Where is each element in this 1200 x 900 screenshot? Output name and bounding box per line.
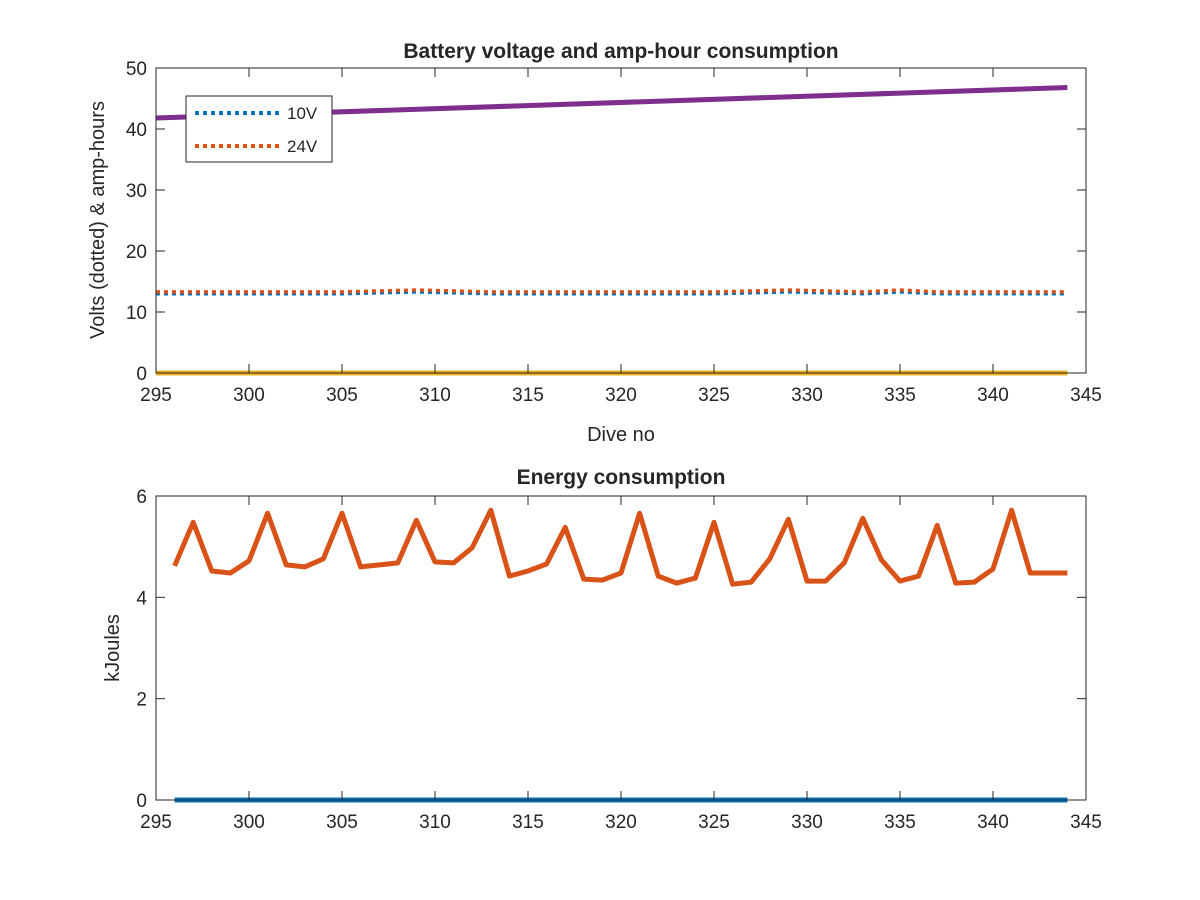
x-tick-label: 325 xyxy=(698,385,730,406)
y-axis-label: kJoules xyxy=(102,614,124,682)
y-tick-label: 50 xyxy=(126,59,147,80)
x-tick-label: 340 xyxy=(977,812,1009,833)
legend-entry-10v: 10V xyxy=(287,104,318,123)
x-tick-label: 310 xyxy=(419,812,451,833)
x-tick-label: 330 xyxy=(791,812,823,833)
chart-title: Battery voltage and amp-hour consumption xyxy=(403,40,838,63)
x-tick-label: 335 xyxy=(884,812,916,833)
x-tick-label: 330 xyxy=(791,385,823,406)
chart-title: Energy consumption xyxy=(517,466,726,489)
y-tick-label: 40 xyxy=(126,120,147,141)
energy-consumption-axes: Energy consumption kJoules 295 300 305 310 3… xyxy=(102,466,1102,833)
x-tick-label: 340 xyxy=(977,385,1009,406)
y-tick-label: 2 xyxy=(136,690,147,711)
legend: 10V 24V xyxy=(185,95,333,163)
x-tick-label: 345 xyxy=(1070,385,1102,406)
x-tick-label: 300 xyxy=(233,812,265,833)
axes-box xyxy=(155,495,1087,801)
legend-box xyxy=(185,95,333,163)
x-tick-label: 345 xyxy=(1070,812,1102,833)
x-tick-label: 320 xyxy=(605,385,637,406)
x-tick-label: 320 xyxy=(605,812,637,833)
y-tick-label: 20 xyxy=(126,242,147,263)
plot-marks xyxy=(172,507,1068,803)
x-axis-label: Dive no xyxy=(587,424,655,446)
series-line-24v xyxy=(156,288,1068,294)
y-tick-label: 4 xyxy=(136,588,147,609)
y-tick-label: 6 xyxy=(136,487,147,508)
x-tick-label: 295 xyxy=(140,385,172,406)
series-line-1 xyxy=(172,507,1068,587)
tick-layer: 295 300 305 310 315 320 325 330 335 340 345 0 10 20 30… xyxy=(126,59,1102,406)
x-tick-label: 305 xyxy=(326,812,358,833)
x-tick-label: 315 xyxy=(512,385,544,406)
y-tick-label: 0 xyxy=(136,791,147,812)
x-tick-label: 335 xyxy=(884,385,916,406)
x-tick-label: 310 xyxy=(419,385,451,406)
y-tick-label: 10 xyxy=(126,303,147,324)
x-tick-label: 300 xyxy=(233,385,265,406)
x-tick-label: 305 xyxy=(326,385,358,406)
axes-box xyxy=(155,67,1087,374)
legend-entry-24v: 24V xyxy=(287,137,318,156)
x-tick-label: 295 xyxy=(140,812,172,833)
tick-layer: 295 300 305 310 315 320 325 330 335 340 345 0 2 4 6 xyxy=(136,487,1101,833)
y-axis-label: Volts (dotted) & amp-hours xyxy=(87,101,109,339)
battery-voltage-axes: Battery voltage and amp-hour consumption… xyxy=(87,40,1102,446)
y-tick-label: 0 xyxy=(136,364,147,385)
series-line-10v xyxy=(156,290,1068,296)
y-tick-label: 30 xyxy=(126,181,147,202)
x-tick-label: 325 xyxy=(698,812,730,833)
x-tick-label: 315 xyxy=(512,812,544,833)
